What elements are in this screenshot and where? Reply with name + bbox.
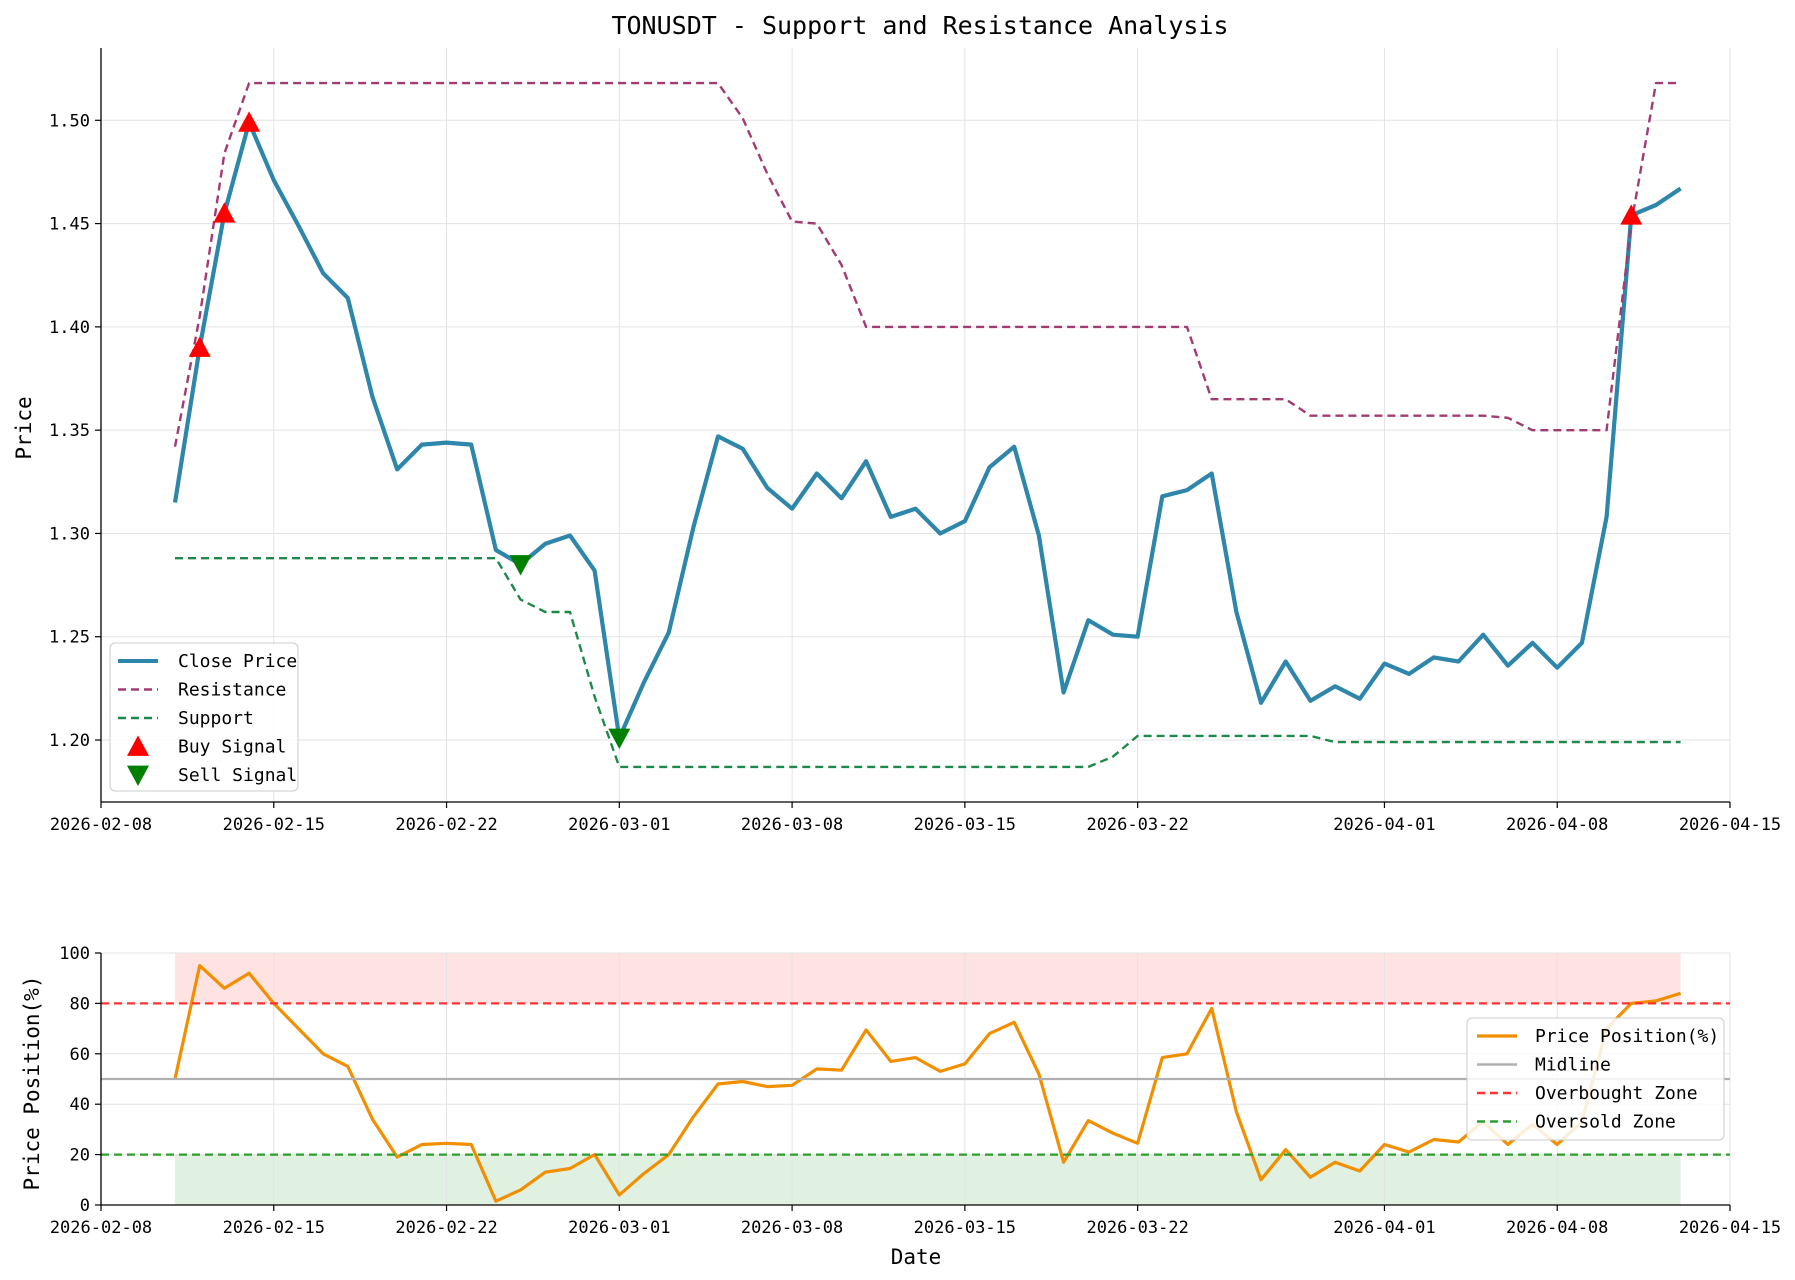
x-tick-label: 2026-03-15 [914, 1218, 1016, 1238]
price-y-axis-label: Price [12, 396, 36, 459]
y-tick-label: 60 [70, 1045, 90, 1065]
price-legend: Close Price Resistance Support Buy Signal Se… [109, 642, 299, 792]
x-tick-label: 2026-03-22 [1086, 815, 1188, 835]
y-tick-label: 1.35 [49, 421, 90, 441]
legend-label-price-position: Price Position(%) [1535, 1026, 1719, 1047]
y-tick-label: 0 [80, 1196, 90, 1216]
position-y-axis-label: Price Position(%) [20, 976, 44, 1191]
x-tick-label: 2026-04-08 [1506, 1218, 1608, 1238]
series-line-support [175, 557, 1681, 769]
y-tick-label: 1.50 [49, 111, 90, 131]
x-tick-label: 2026-02-15 [223, 1218, 325, 1238]
x-tick-label: 2026-04-15 [1679, 815, 1781, 835]
signal-markers [188, 111, 1643, 749]
series-line-resistance [173, 81, 1681, 447]
x-tick-label: 2026-02-22 [395, 815, 497, 835]
x-tick-label: 2026-02-08 [50, 815, 152, 835]
x-tick-label: 2026-03-08 [741, 1218, 843, 1238]
y-tick-label: 40 [70, 1095, 90, 1115]
x-tick-label: 2026-04-01 [1333, 815, 1435, 835]
legend-swatch-buy-signal [127, 735, 149, 756]
y-tick-label: 80 [70, 994, 90, 1014]
y-tick-label: 1.25 [49, 628, 90, 648]
buy-signal-marker [1620, 204, 1643, 225]
legend-box [109, 642, 299, 792]
x-tick-label: 2026-03-22 [1086, 1218, 1188, 1238]
legend-label-midline: Midline [1535, 1055, 1611, 1076]
y-tick-label: 1.20 [49, 731, 90, 751]
position-series [101, 964, 1730, 1203]
legend-label-oversold-zone: Oversold Zone [1535, 1112, 1676, 1133]
buy-signal-marker [238, 111, 261, 132]
y-tick-label: 1.30 [49, 524, 90, 544]
position-axes: 2026-02-08 2026-02-15 2026-02-22 2026-03-01… [50, 944, 1781, 1238]
buy-signal-marker [188, 336, 211, 357]
position-panel: 2026-02-08 2026-02-15 2026-02-22 2026-03-01… [20, 944, 1781, 1269]
legend-label-close-price: Close Price [178, 651, 297, 672]
legend-label-resistance: Resistance [178, 680, 286, 701]
buy-signal-marker [213, 202, 236, 223]
x-tick-label: 2026-02-22 [395, 1218, 497, 1238]
legend-label-overbought-zone: Overbought Zone [1535, 1083, 1698, 1104]
y-tick-label: 20 [70, 1146, 90, 1166]
price-panel: 2026-02-08 2026-02-15 2026-02-22 2026-03-01… [12, 48, 1781, 835]
x-tick-label: 2026-03-01 [568, 815, 670, 835]
legend-label-buy-signal: Buy Signal [178, 737, 286, 758]
legend-swatch-sell-signal [127, 765, 149, 786]
x-tick-label: 2026-02-15 [223, 815, 325, 835]
y-tick-label: 1.45 [49, 215, 90, 235]
series-line-price-position [173, 964, 1682, 1203]
x-tick-label: 2026-03-01 [568, 1218, 670, 1238]
legend-label-support: Support [178, 708, 254, 729]
sell-signal-marker [608, 728, 631, 749]
series-line-close-price [172, 120, 1682, 741]
x-tick-label: 2026-03-08 [741, 815, 843, 835]
legend-label-sell-signal: Sell Signal [178, 765, 297, 786]
x-tick-label: 2026-02-08 [50, 1218, 152, 1238]
position-legend: Price Position(%) Midline Overbought Zone O… [1466, 1017, 1725, 1141]
position-zone-bands [175, 953, 1681, 1205]
x-tick-label: 2026-03-15 [914, 815, 1016, 835]
legend-box [1466, 1017, 1725, 1141]
price-series [172, 81, 1682, 769]
x-axis-label: Date [891, 1245, 942, 1269]
zone-band [175, 953, 1681, 1004]
x-tick-label: 2026-04-15 [1679, 1218, 1781, 1238]
price-axes: 2026-02-08 2026-02-15 2026-02-22 2026-03-01… [49, 48, 1781, 835]
chart-title: TONUSDT - Support and Resistance Analysi… [611, 11, 1228, 40]
x-tick-label: 2026-04-01 [1333, 1218, 1435, 1238]
x-tick-label: 2026-04-08 [1506, 815, 1608, 835]
sell-signal-marker [509, 555, 532, 576]
y-tick-label: 100 [59, 944, 90, 964]
zone-band [175, 1154, 1681, 1205]
y-tick-label: 1.40 [49, 318, 90, 338]
